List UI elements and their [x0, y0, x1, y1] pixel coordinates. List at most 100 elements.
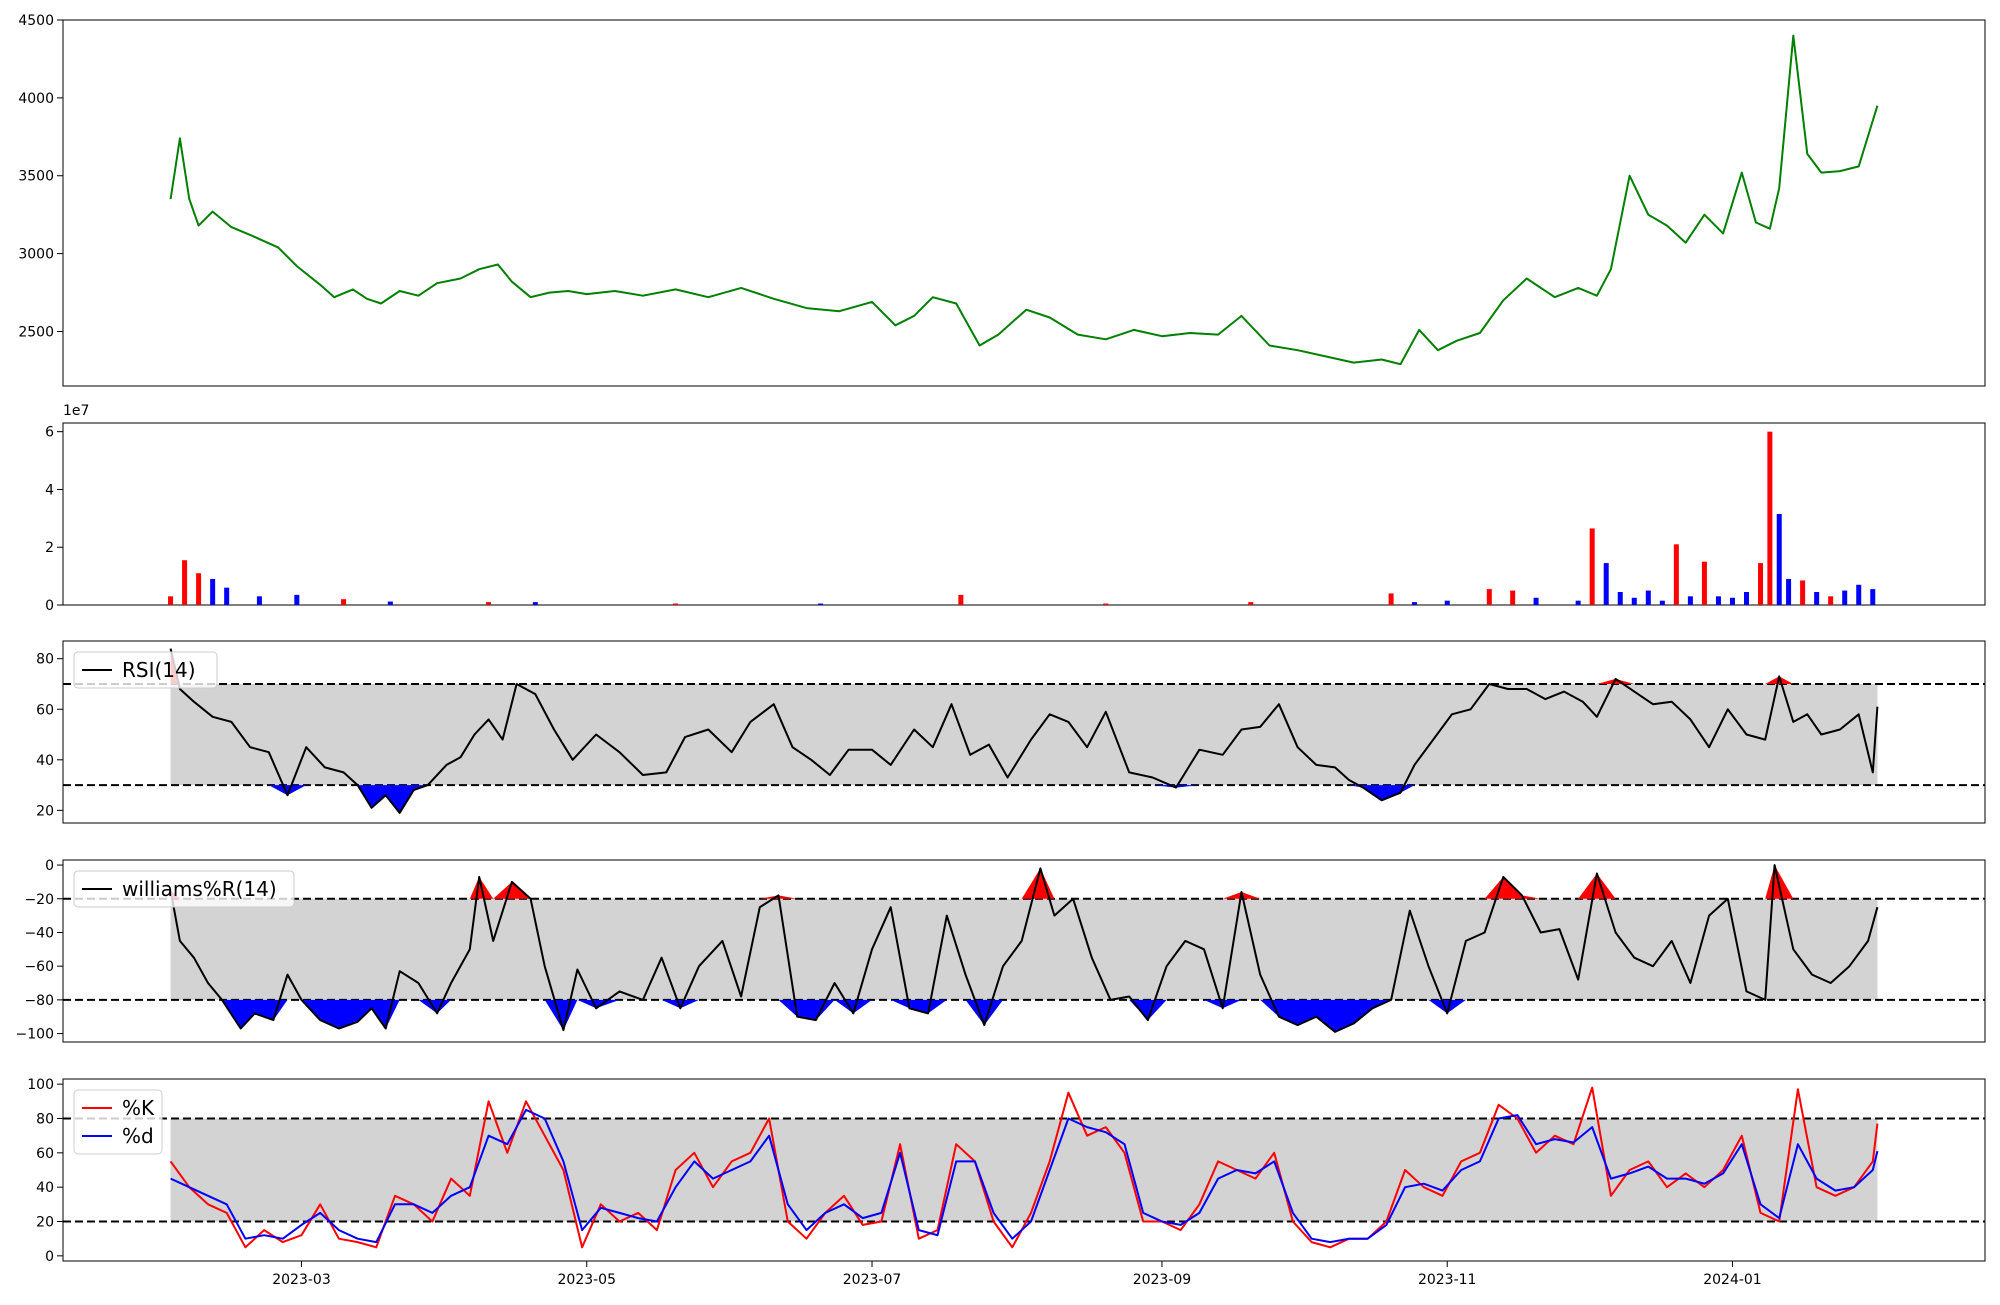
y-tick-label: 2500	[18, 324, 54, 340]
y-tick-label: 40	[36, 1180, 54, 1196]
volume-bar	[1673, 544, 1679, 605]
volume-bar	[1589, 528, 1595, 605]
indicator-line	[169, 648, 1879, 814]
legend-label: %d	[122, 1124, 154, 1148]
x-tick-label: 2023-07	[843, 1272, 902, 1288]
x-tick-label: 2023-05	[558, 1272, 617, 1288]
indicator-line	[169, 864, 1879, 1033]
legend-box	[73, 1089, 163, 1155]
volume-bar	[1687, 596, 1693, 605]
neutral-band	[170, 1118, 1878, 1222]
y-tick-label: 0	[45, 858, 54, 874]
y-tick-label: 20	[36, 803, 54, 819]
volume-bar	[341, 599, 347, 605]
volume-bar	[1786, 579, 1792, 605]
volume-bar	[1842, 590, 1848, 605]
x-tick-label: 2023-11	[1418, 1272, 1477, 1288]
volume-bar	[1800, 580, 1806, 605]
volume-bar	[1729, 597, 1735, 605]
y-tick-label: 0	[45, 1249, 54, 1265]
volume-bar	[1758, 563, 1764, 605]
x-axis: 2023-03 2023-05 2023-07 2023-09 2023-11 2024-…	[272, 1261, 1762, 1288]
volume-bar	[1631, 597, 1637, 605]
volume-bar	[1486, 589, 1492, 605]
y-tick-label: 100	[27, 1077, 54, 1093]
price-line	[169, 34, 1879, 366]
legend-box	[73, 651, 218, 689]
x-tick-label: 2023-03	[272, 1272, 331, 1288]
overbought-fill	[170, 865, 1878, 899]
d-line	[170, 1108, 1879, 1244]
oversold-fill	[170, 785, 1878, 813]
y-tick-label: 20	[36, 1215, 54, 1231]
y-tick-label: 4000	[18, 91, 54, 107]
volume-bar	[1645, 590, 1651, 605]
volume-bar	[1715, 596, 1721, 605]
neutral-band	[170, 898, 1878, 1000]
volume-bar	[168, 596, 174, 605]
y-tick-label: 40	[36, 753, 54, 769]
volume-bar	[1767, 431, 1773, 605]
volume-bar	[1814, 592, 1820, 605]
y-tick-label: 0	[45, 598, 54, 614]
volume-bar	[182, 560, 188, 605]
volume-bar	[1411, 602, 1417, 605]
plot-frame	[62, 19, 1986, 387]
legend-label: williams%R(14)	[122, 877, 277, 901]
volume-bar	[958, 594, 964, 605]
overbought-fill	[170, 648, 1878, 684]
y-tick-label: 2	[45, 540, 54, 556]
plot-frame	[62, 640, 1986, 824]
volume-bar	[224, 587, 230, 605]
volume-bar	[1510, 590, 1516, 605]
y-tick-label: −20	[24, 892, 54, 908]
volume-bar	[532, 602, 538, 605]
volume-bar	[1701, 561, 1707, 605]
rsi-panel: 80 60 40 20 RSI(14)	[36, 640, 1986, 824]
plot-frame	[62, 1078, 1986, 1262]
y-tick-label: 4	[45, 482, 54, 498]
y-tick-label: 80	[36, 1111, 54, 1127]
volume-bar	[1533, 597, 1539, 605]
volume-bar	[1870, 589, 1876, 605]
stochastic-panel: 100 80 60 40 20 0 %K %d	[27, 1077, 1986, 1265]
y-tick-label: 80	[36, 652, 54, 668]
volume-bar	[387, 601, 393, 605]
volume-panel: 6 4 2 0 1e7	[45, 403, 1986, 614]
x-tick-label: 2024-01	[1703, 1272, 1762, 1288]
y-tick-label: 6	[45, 425, 54, 441]
volume-bar	[1828, 596, 1834, 605]
volume-bar	[1776, 514, 1782, 605]
volume-bar	[486, 602, 492, 605]
volume-bar	[673, 603, 679, 605]
volume-bar	[210, 579, 216, 605]
y-tick-label: −100	[16, 1027, 54, 1043]
legend-label: RSI(14)	[122, 658, 196, 682]
volume-bar	[196, 573, 202, 605]
volume-bar	[1444, 600, 1450, 605]
y-tick-label: 60	[36, 702, 54, 718]
y-tick-label: −40	[24, 925, 54, 941]
x-tick-label: 2023-09	[1133, 1272, 1192, 1288]
volume-bar	[1659, 600, 1665, 605]
plot-frame	[62, 859, 1986, 1043]
y-tick-label: 4500	[18, 13, 54, 29]
volume-bar	[294, 594, 300, 605]
oversold-fill	[170, 999, 1878, 1032]
williams-r-panel: 0 −20 −40 −60 −80 −100 williams%R(14)	[16, 858, 1986, 1043]
volume-bar	[818, 603, 824, 605]
volume-bar	[1603, 563, 1609, 605]
neutral-band	[170, 683, 1878, 786]
volume-bar	[1744, 592, 1750, 605]
price-panel: 4500 4000 3500 3000 2500	[18, 13, 1986, 387]
y-tick-label: 3500	[18, 169, 54, 185]
volume-bar	[1617, 592, 1623, 605]
plot-frame	[62, 422, 1986, 606]
volume-bar	[1575, 600, 1581, 605]
volume-bar	[1856, 584, 1862, 605]
y-tick-label: 60	[36, 1146, 54, 1162]
volume-bar	[1248, 602, 1254, 605]
legend-box	[73, 870, 295, 908]
y-tick-label: −60	[24, 959, 54, 975]
